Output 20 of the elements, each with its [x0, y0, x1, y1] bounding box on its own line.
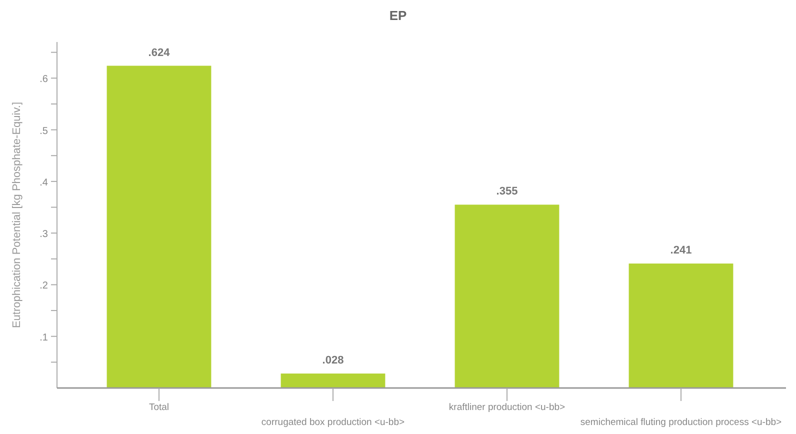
data-label: .624: [148, 46, 171, 59]
data-label: .241: [670, 244, 692, 257]
y-tick-label: .5: [40, 126, 48, 137]
bar: [454, 204, 560, 388]
y-tick-label: .6: [40, 74, 48, 86]
x-tick-label: Total: [148, 402, 170, 413]
bar: [106, 66, 212, 388]
chart-title: EP: [389, 8, 407, 23]
data-label: .028: [322, 354, 344, 367]
bar: [628, 264, 734, 388]
y-tick-label: .4: [40, 177, 48, 188]
bar: [280, 374, 386, 388]
y-tick-label: .3: [40, 229, 48, 240]
x-tick-label: corrugated box production <u-bb>: [261, 417, 406, 428]
x-tick-label: semichemical fluting production process <u-bb>: [580, 417, 782, 428]
y-tick-label: .2: [40, 280, 48, 292]
y-axis-title: Eutrophication Potential [kg Phosphate-Equiv.]: [11, 102, 23, 328]
data-label: .355: [496, 186, 518, 198]
x-tick-label: kraftliner production <u-bb>: [448, 402, 566, 413]
y-tick-label: .1: [40, 332, 48, 344]
